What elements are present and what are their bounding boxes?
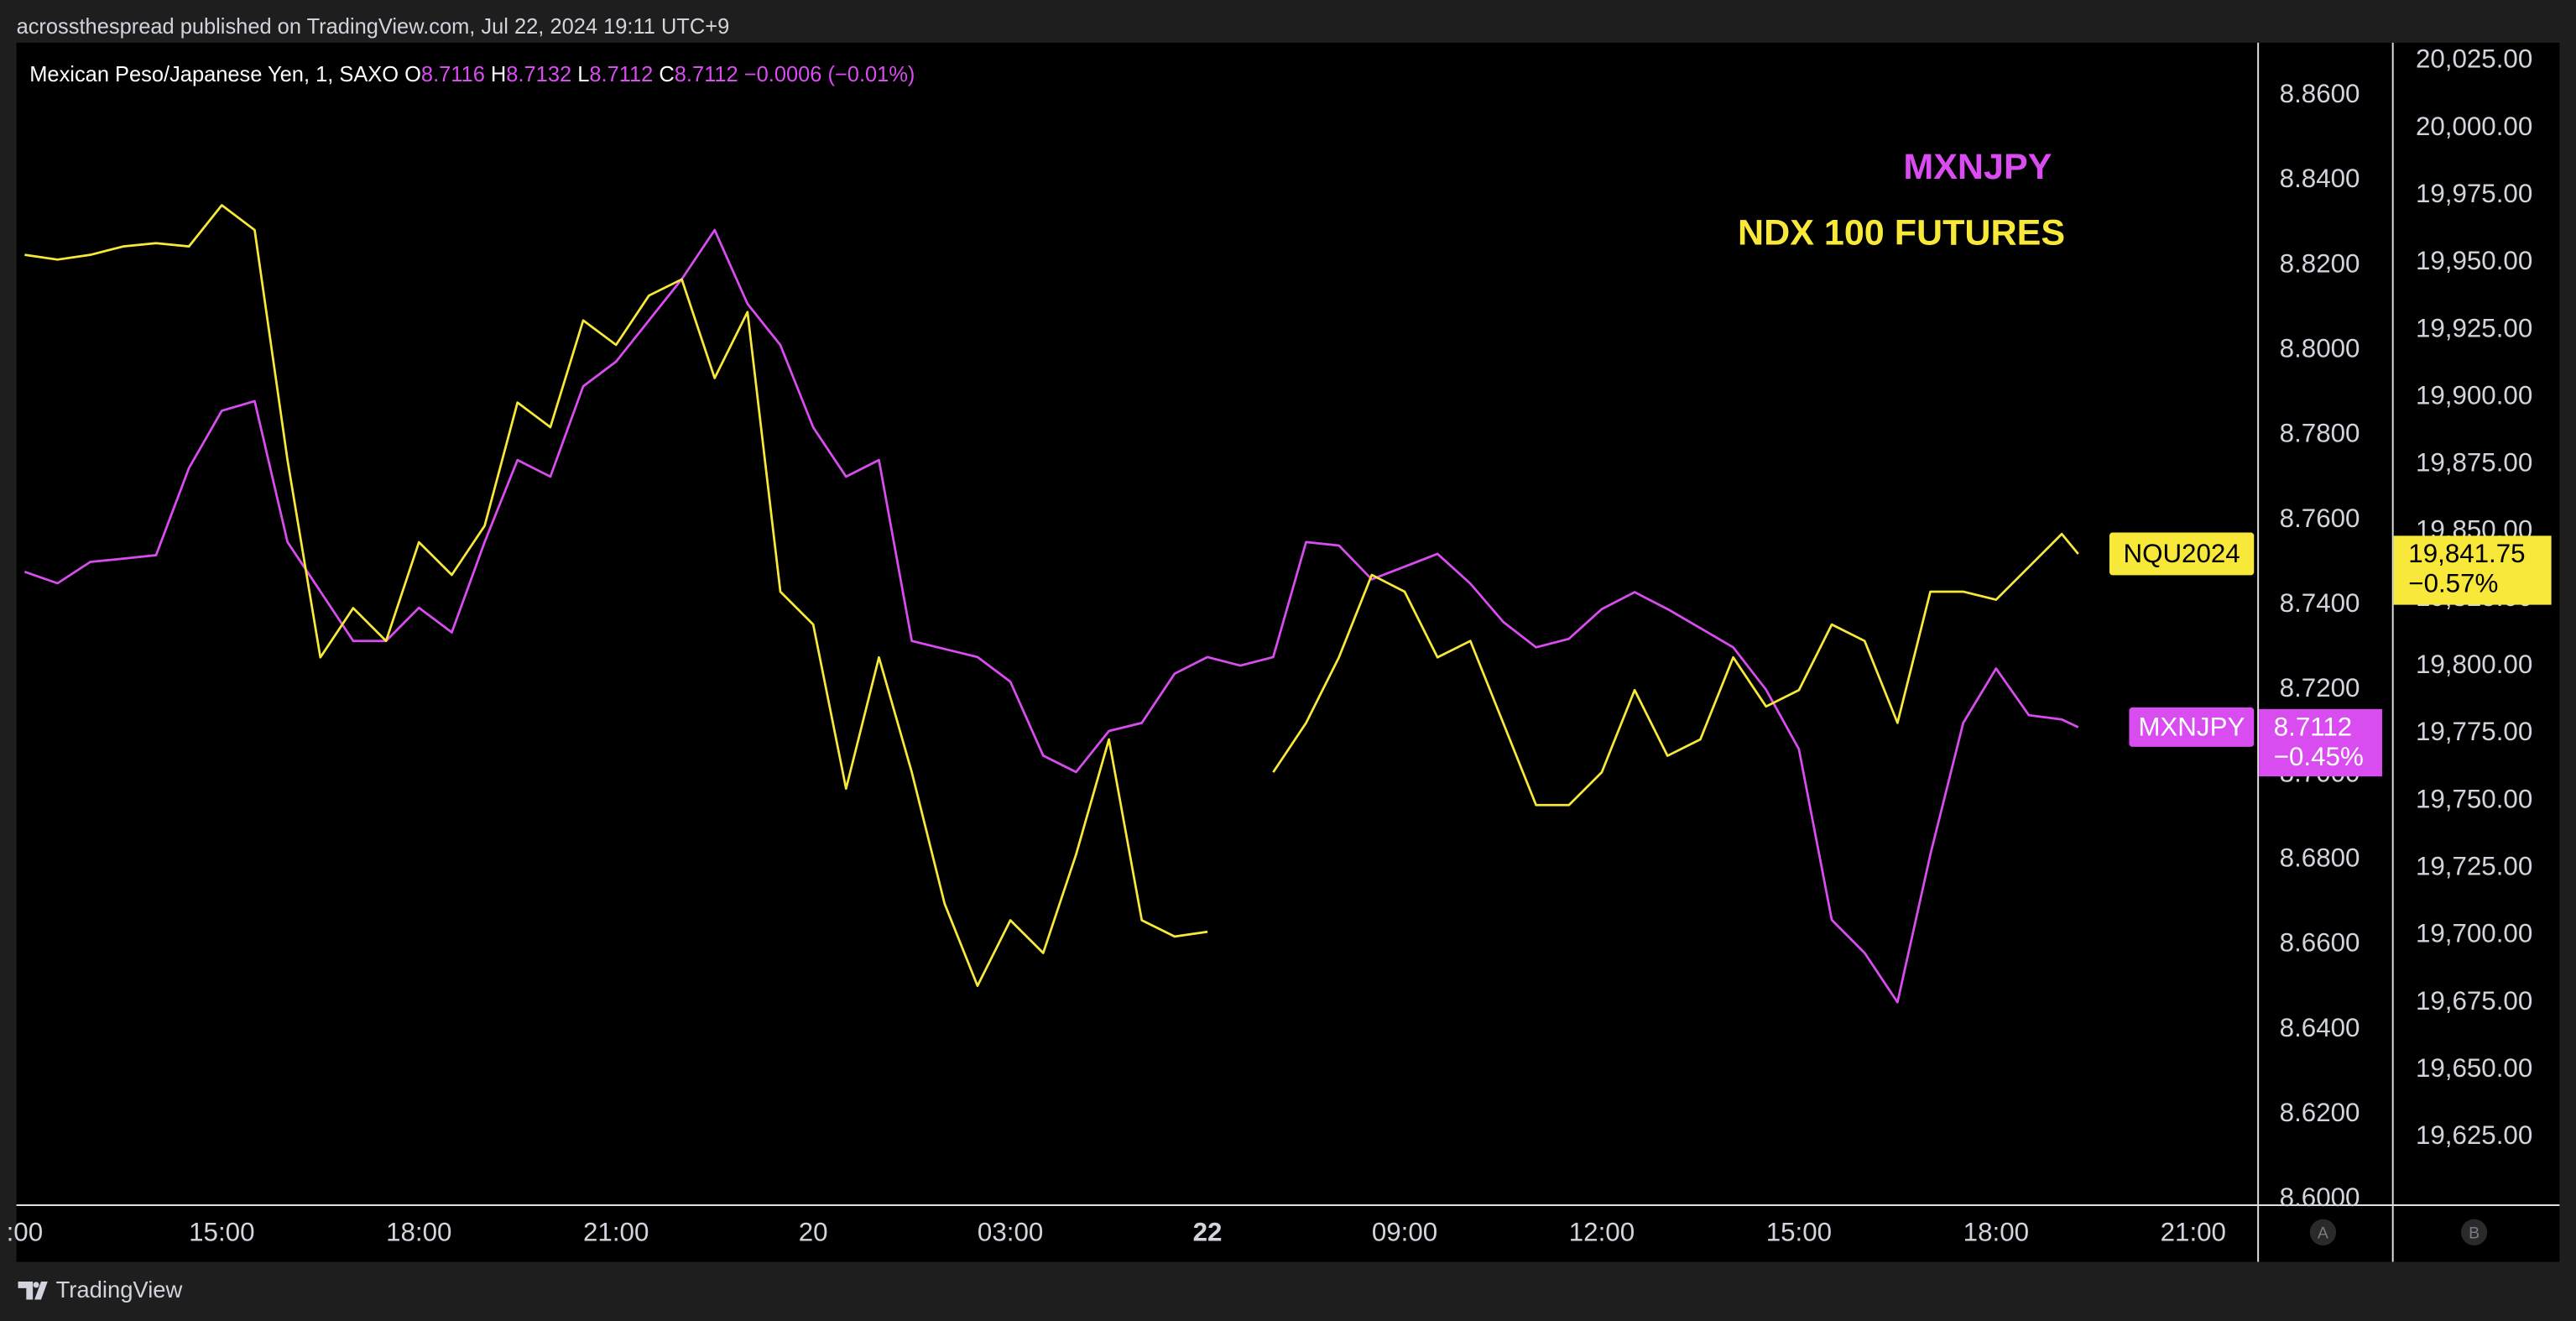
y2-tick-label: 19,925.00 (2416, 313, 2532, 342)
publish-header: acrossthespread published on TradingView… (17, 15, 730, 39)
symbol-tag-label: NQU2024 (2123, 539, 2240, 568)
symbol-tag-label: MXNJPY (2138, 713, 2245, 742)
legend-entry: NDX 100 FUTURES (1738, 212, 2065, 253)
y-tick-label: 8.8600 (2280, 79, 2360, 108)
series-line (23, 228, 2079, 1004)
price-tag-change: −0.57% (2408, 568, 2498, 598)
y-tick-label: 8.8000 (2280, 333, 2360, 363)
y2-tick-label: 19,950.00 (2416, 246, 2532, 275)
price-tag-change: −0.45% (2274, 742, 2364, 771)
y-tick-label: 8.7400 (2280, 588, 2360, 618)
plot (23, 204, 2079, 1004)
y-tick-label: 8.7600 (2280, 504, 2360, 533)
ohlc-value: 8.7112 (675, 63, 738, 86)
y2-tick-label: 19,725.00 (2416, 852, 2532, 881)
ohlc-label: C (659, 63, 674, 86)
x-tick-label: 15:00 (189, 1218, 254, 1247)
price-tag-value: 8.7112 (2274, 713, 2352, 742)
y2-tick-label: 19,900.00 (2416, 380, 2532, 410)
x-tick-label: 03:00 (978, 1218, 1043, 1247)
price-tag (2259, 708, 2382, 777)
series-line (24, 204, 2079, 987)
symbol-title: Mexican Peso/Japanese Yen, 1, SAXO (29, 63, 399, 86)
legend-entry: MXNJPY (1903, 147, 2052, 187)
x-tick-label: 15:00 (1766, 1218, 1832, 1247)
brand: TradingView (56, 1277, 183, 1303)
ohlc-value: 8.7116 (421, 63, 485, 86)
y2-tick-label: 20,025.00 (2416, 44, 2532, 74)
x-tick-label: 18:00 (386, 1218, 451, 1247)
y-tick-label: 8.6800 (2280, 843, 2360, 873)
tradingview-logo (18, 1282, 48, 1300)
y-tick-label: 8.8200 (2280, 248, 2360, 278)
y2-tick-label: 19,975.00 (2416, 179, 2532, 208)
y-tick-label: 8.6000 (2280, 1183, 2360, 1212)
x-tick-label: 20 (799, 1218, 828, 1247)
scale-button[interactable]: A (2309, 1219, 2337, 1245)
y-tick-label: 8.6200 (2280, 1098, 2360, 1127)
x-tick-label: 21:00 (583, 1218, 649, 1247)
x-tick-label: 21:00 (2161, 1218, 2226, 1247)
y2-tick-label: 19,800.00 (2416, 650, 2532, 679)
y-tick-label: 8.7800 (2280, 419, 2360, 448)
change: −0.0006 (−0.01%) (744, 63, 915, 86)
price-tag-value: 19,841.75 (2408, 539, 2525, 568)
ohlc-label: O (404, 63, 421, 86)
ohlc-label: H (491, 63, 506, 86)
y2-tick-label: 19,875.00 (2416, 448, 2532, 478)
y2-tick-label: 19,775.00 (2416, 717, 2532, 746)
y2-tick-label: 19,650.00 (2416, 1053, 2532, 1083)
y2-tick-label: 19,675.00 (2416, 986, 2532, 1016)
scale-button-label: A (2318, 1224, 2329, 1242)
x-tick-label: 12:00 (1569, 1218, 1635, 1247)
y2-tick-label: 20,000.00 (2416, 112, 2532, 141)
symbol-tag (2109, 532, 2255, 576)
y-tick-label: 8.6400 (2280, 1013, 2360, 1042)
x-tick-label: 09:00 (1372, 1218, 1437, 1247)
y2-tick-label: 19,700.00 (2416, 919, 2532, 948)
y2-tick-label: 19,750.00 (2416, 784, 2532, 813)
x-tick-label: 22 (1193, 1218, 1223, 1247)
ohlc-label: L (577, 63, 589, 86)
y-tick-label: 8.7200 (2280, 673, 2360, 702)
ohlc-value: 8.7132 (506, 63, 571, 86)
scale-button[interactable]: B (2460, 1219, 2488, 1245)
y2-tick-label: 19,625.00 (2416, 1120, 2532, 1150)
chart-area (16, 42, 2560, 1262)
scale-button-circle (2460, 1219, 2488, 1245)
y-tick-label: 8.6600 (2280, 928, 2360, 958)
scale-button-label: B (2469, 1224, 2480, 1242)
y-tick-label: 8.8400 (2280, 164, 2360, 193)
x-tick-label: 18:00 (1963, 1218, 2029, 1247)
scale-button-circle (2309, 1219, 2337, 1245)
x-tick-label: :00 (7, 1218, 44, 1247)
price-tag (2393, 535, 2552, 605)
symbol-legend: Mexican Peso/Japanese Yen, 1, SAXO O8.71… (29, 63, 915, 86)
symbol-tag (2129, 707, 2255, 747)
ohlc-value: 8.7112 (589, 63, 653, 86)
